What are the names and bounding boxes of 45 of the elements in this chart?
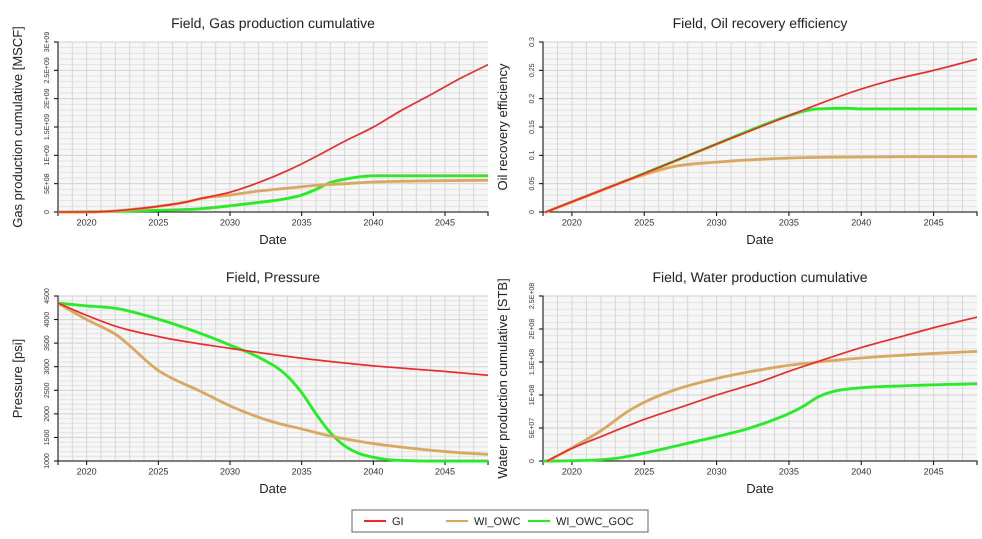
x-tick-label: 2025 bbox=[634, 217, 654, 228]
line-series bbox=[546, 316, 977, 462]
line-series bbox=[545, 58, 977, 213]
x-tick-label: 2040 bbox=[851, 466, 872, 476]
chart-title: Field, Pressure bbox=[226, 269, 320, 285]
line-series bbox=[58, 302, 488, 376]
x-tick-label: 2030 bbox=[220, 217, 240, 228]
line-series bbox=[543, 382, 977, 462]
chart-title: Field, Water production cumulative bbox=[652, 269, 868, 285]
x-tick-label: 2040 bbox=[363, 217, 384, 228]
x-axis-title: Date bbox=[746, 232, 774, 247]
x-tick-label: 2025 bbox=[148, 466, 168, 476]
x-axis-title: Date bbox=[259, 481, 287, 496]
x-tick-label: 2035 bbox=[292, 217, 312, 228]
x-tick-label: 2025 bbox=[148, 217, 168, 228]
x-tick-label: 2040 bbox=[851, 217, 872, 228]
x-tick-label: 2030 bbox=[706, 217, 727, 228]
legend-label: WI_OWC_GOC bbox=[556, 516, 634, 528]
y-axis-title: Gas production cumulative [MSCF] bbox=[10, 26, 25, 228]
x-tick-label: 2035 bbox=[778, 217, 799, 228]
x-axis-title: Date bbox=[259, 232, 287, 247]
line-series bbox=[58, 64, 488, 213]
y-axis-title: Pressure [psi] bbox=[10, 338, 25, 418]
x-tick-label: 2025 bbox=[634, 466, 654, 476]
legend-label: GI bbox=[392, 516, 404, 528]
legend-label: WI_OWC bbox=[474, 516, 520, 528]
y-axis-title: Water production cumulative [STB] bbox=[495, 278, 510, 479]
x-tick-label: 2030 bbox=[706, 466, 727, 476]
x-tick-label: 2045 bbox=[434, 217, 456, 228]
x-tick-label: 2040 bbox=[363, 466, 384, 476]
x-tick-label: 2045 bbox=[924, 466, 944, 476]
line-series bbox=[546, 350, 977, 462]
x-tick-label: 2035 bbox=[778, 466, 799, 476]
x-tick-label: 2020 bbox=[562, 466, 582, 476]
x-tick-label: 2020 bbox=[76, 217, 97, 228]
x-tick-label: 2035 bbox=[292, 466, 312, 476]
x-tick-label: 2020 bbox=[76, 466, 97, 476]
x-tick-label: 2020 bbox=[562, 217, 582, 228]
y-axis-title: Oil recovery efficiency bbox=[495, 63, 510, 190]
chart-title: Field, Gas production cumulative bbox=[171, 15, 376, 31]
x-axis-title: Date bbox=[746, 481, 774, 496]
x-tick-label: 2045 bbox=[434, 466, 456, 476]
chart-title: Field, Oil recovery efficiency bbox=[672, 15, 848, 31]
x-tick-label: 2030 bbox=[220, 466, 240, 476]
x-tick-label: 2045 bbox=[924, 217, 944, 228]
